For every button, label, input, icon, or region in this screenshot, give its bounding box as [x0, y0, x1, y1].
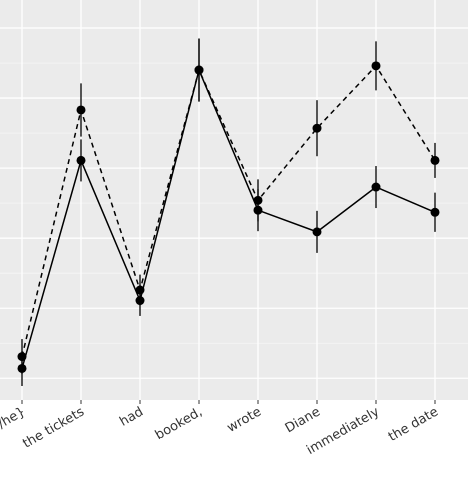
point — [312, 227, 322, 237]
point — [194, 65, 204, 75]
point — [135, 285, 145, 295]
point — [253, 195, 263, 205]
point — [76, 105, 86, 115]
point — [76, 155, 86, 165]
x-tick-label: Diane — [283, 404, 323, 436]
point — [430, 207, 440, 217]
x-tick-label: the date — [386, 404, 441, 444]
point — [371, 182, 381, 192]
x-tick-label: wrote — [225, 404, 264, 435]
x-tick-label: had — [117, 404, 146, 429]
plot-panel — [0, 0, 468, 400]
point — [17, 352, 27, 362]
point — [371, 61, 381, 71]
x-tick-label: the tickets — [20, 404, 87, 451]
series-line — [21, 64, 436, 357]
series-line — [21, 67, 436, 369]
point — [430, 155, 440, 165]
x-tick-label: booked, — [153, 404, 205, 443]
point — [312, 123, 322, 133]
x-tick-label: /he} — [0, 404, 28, 431]
